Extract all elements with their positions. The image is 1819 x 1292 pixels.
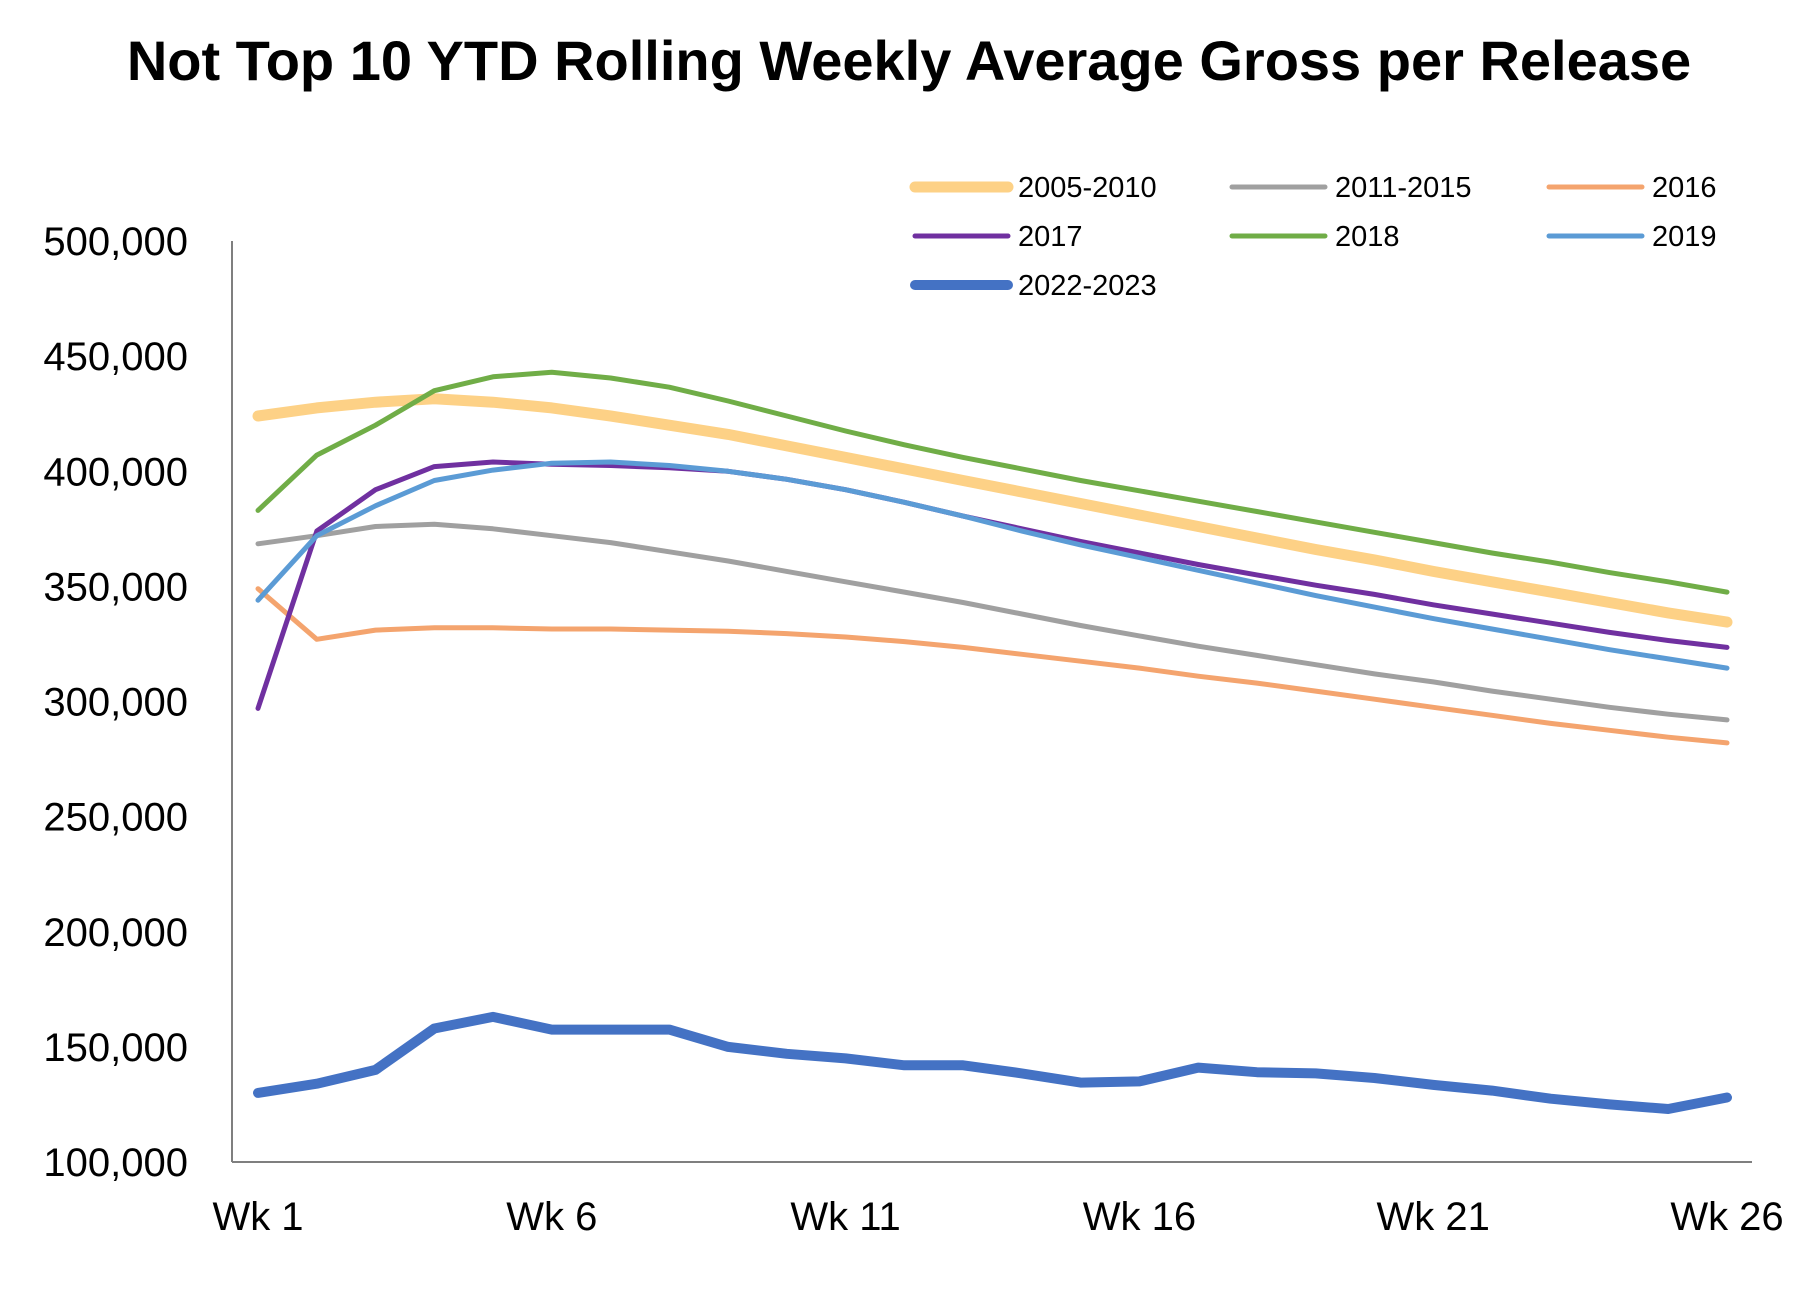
legend-label: 2018	[1335, 221, 1400, 253]
x-tick-label: Wk 6	[506, 1195, 597, 1239]
legend: 2005-2010 2011-2015 2016 2017 2018 2019 2022-2…	[909, 172, 1717, 302]
x-tick-label: Wk 11	[790, 1195, 900, 1239]
y-tick-label: 100,000	[43, 1141, 188, 1185]
y-tick-label: 200,000	[43, 911, 188, 955]
legend-label: 2017	[1018, 221, 1083, 253]
legend-item: 2011-2015	[1229, 172, 1472, 204]
series-line-2005-2010	[252, 393, 1733, 628]
legend-item: 2018	[1229, 221, 1400, 253]
series-line-2022-2023	[253, 1011, 1732, 1114]
y-tick-label: 250,000	[43, 796, 188, 840]
y-tick-label: 350,000	[43, 565, 188, 609]
legend-item: 2017	[912, 221, 1083, 253]
series-lines	[252, 369, 1733, 1114]
y-tick-label: 450,000	[43, 335, 188, 379]
legend-label: 2011-2015	[1335, 172, 1472, 204]
y-tick-label: 300,000	[43, 681, 188, 725]
series-line-2011-2015	[255, 521, 1730, 723]
legend-item: 2022-2023	[910, 270, 1157, 302]
y-tick-label: 150,000	[43, 1026, 188, 1070]
legend-label: 2019	[1652, 221, 1717, 253]
x-axis-ticks: Wk 1 Wk 6 Wk 11 Wk 16 Wk 21 Wk 26	[212, 1195, 1783, 1239]
legend-label: 2016	[1652, 172, 1717, 204]
x-tick-label: Wk 16	[1083, 1195, 1196, 1239]
legend-label: 2005-2010	[1018, 172, 1157, 204]
legend-item: 2019	[1546, 221, 1717, 253]
x-tick-label: Wk 26	[1670, 1195, 1783, 1239]
x-tick-label: Wk 21	[1377, 1195, 1490, 1239]
y-axis-ticks: 100,000 150,000 200,000 250,000 300,000 350,0…	[43, 220, 188, 1185]
chart-title: Not Top 10 YTD Rolling Weekly Average Gr…	[127, 29, 1691, 92]
legend-item: 2016	[1546, 172, 1717, 204]
series-line-2018	[255, 369, 1730, 595]
y-tick-label: 500,000	[43, 220, 188, 264]
y-tick-label: 400,000	[43, 450, 188, 494]
x-tick-label: Wk 1	[212, 1195, 303, 1239]
series-line-2016	[255, 586, 1730, 746]
series-line-2019	[255, 459, 1730, 671]
legend-item: 2005-2010	[909, 172, 1157, 204]
legend-label: 2022-2023	[1018, 270, 1157, 302]
